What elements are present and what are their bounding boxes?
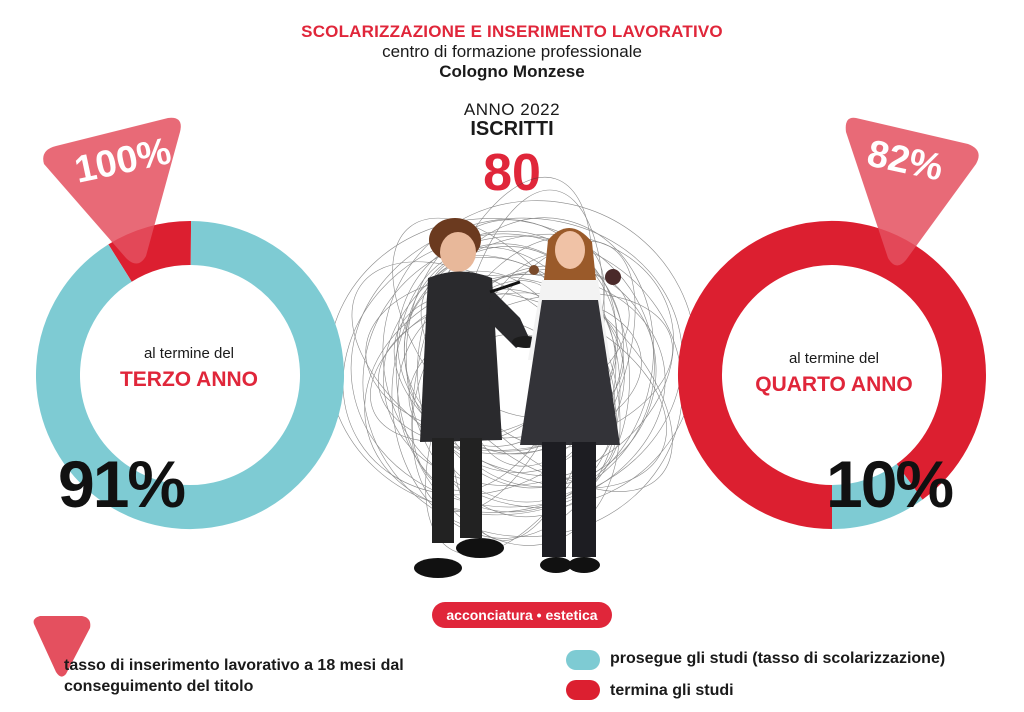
enrolled-label: ISCRITTI xyxy=(470,118,554,140)
donut-slice-1-1 xyxy=(678,221,986,529)
donut-chart-terzo-anno xyxy=(36,221,344,529)
legend-swatch-stop xyxy=(566,680,600,700)
student-figure-right xyxy=(520,227,621,573)
enrolled-value: 80 xyxy=(483,144,541,202)
legend-badge-icon xyxy=(33,616,91,677)
chart-left-big-percentage: 91% xyxy=(58,447,186,521)
course-pill: acconciatura • estetica xyxy=(432,602,612,628)
legend-label-stop: termina gli studi xyxy=(610,682,734,699)
legend-swatch-continue xyxy=(566,650,600,670)
donut-slice-0-1 xyxy=(108,221,192,283)
donut-slice-0-0 xyxy=(36,221,344,529)
chart-right-year: QUARTO ANNO xyxy=(755,373,913,396)
badge-shape-0 xyxy=(43,117,181,264)
badge-triangle-quarto-anno xyxy=(845,117,979,266)
chart-right-prefix: al termine del xyxy=(788,350,880,367)
chart-right-big-percentage: 10% xyxy=(826,447,954,521)
legend-label-continue: prosegue gli studi (tasso di scolarizzaz… xyxy=(610,650,946,667)
chart-left-prefix: al termine del xyxy=(143,345,235,362)
badge-shape-1 xyxy=(845,117,979,266)
donut-chart-quarto-anno xyxy=(678,221,986,529)
title-line-3: Cologno Monzese xyxy=(439,62,585,81)
chart-left-year: TERZO ANNO xyxy=(119,368,259,391)
title-line-1: SCOLARIZZAZIONE E INSERIMENTO LAVORATIVO xyxy=(301,22,723,41)
year-label: ANNO 2022 xyxy=(463,100,561,119)
badge-triangle-terzo-anno xyxy=(43,117,181,264)
title-line-2: centro di formazione professionale xyxy=(382,42,642,61)
scribble-illustration xyxy=(328,176,697,578)
legend-employment-rate: tasso di inserimento lavorativo a 18 mes… xyxy=(64,657,404,695)
donut-slice-1-0 xyxy=(831,463,923,529)
